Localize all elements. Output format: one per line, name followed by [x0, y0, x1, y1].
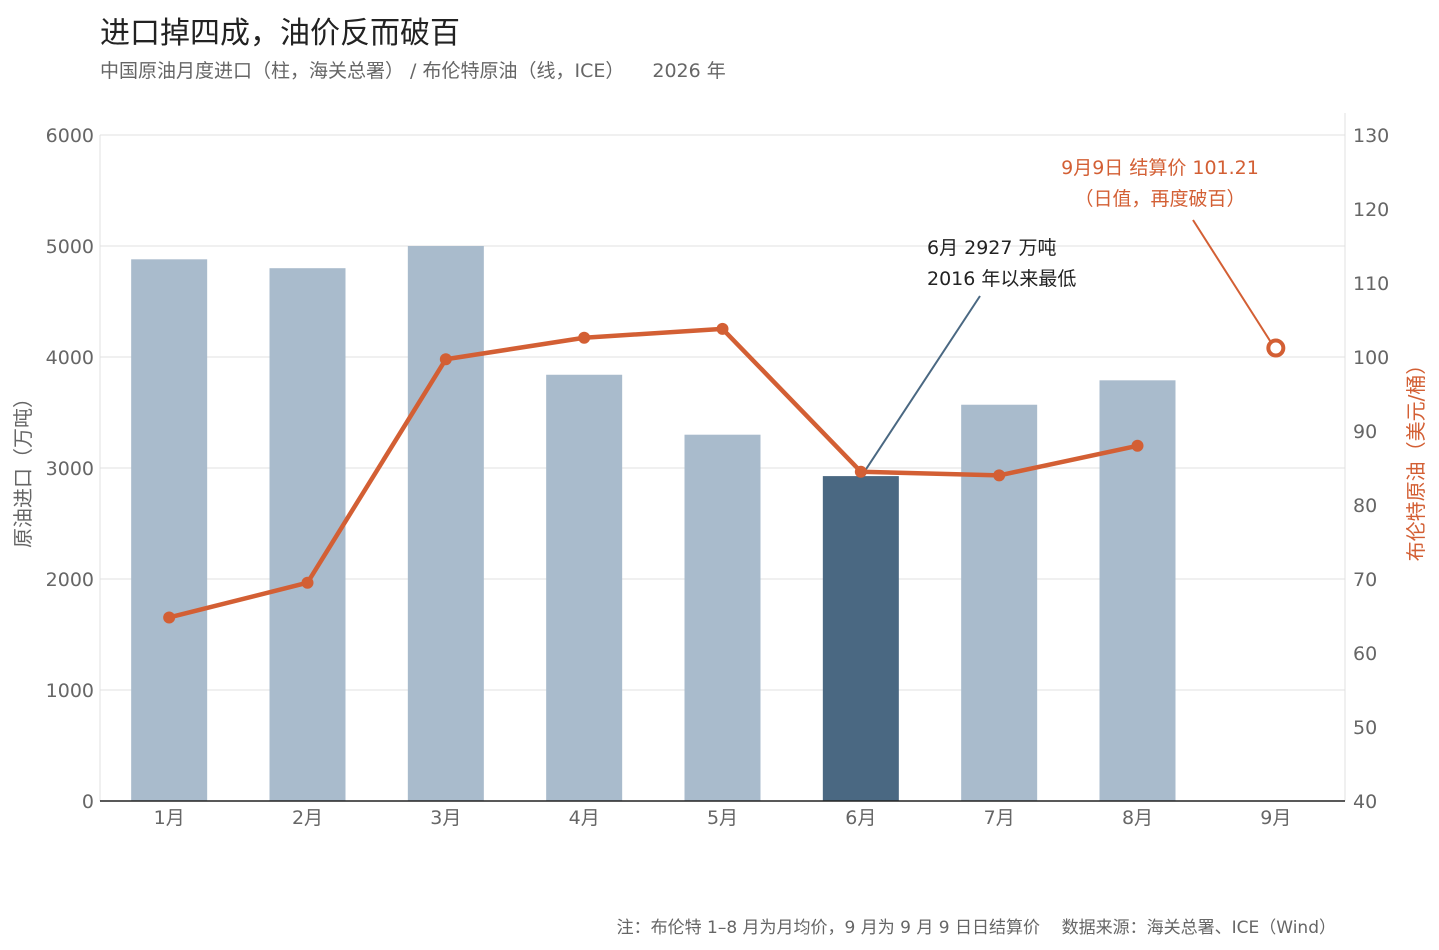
settlement-point [1266, 338, 1286, 358]
bar [822, 476, 899, 801]
left-tick-label: 1000 [46, 680, 94, 702]
subtitle-text: 中国原油月度进口（柱，海关总署） / 布伦特原油（线，ICE） [100, 60, 625, 82]
x-tick-label: 4月 [569, 807, 600, 829]
line-point [993, 469, 1006, 482]
left-tick-label: 6000 [46, 125, 94, 147]
line-series [163, 322, 1286, 624]
left-tick-label: 4000 [46, 347, 94, 369]
right-axis-title: 布伦特原油（美元/桶） [1404, 355, 1428, 562]
right-tick-label: 120 [1353, 199, 1389, 221]
x-tick-label: 8月 [1122, 807, 1153, 829]
annotation-price-text: （日值，再度破百） [1074, 188, 1245, 210]
bar [131, 259, 208, 801]
subtitle-year: 2026 年 [652, 60, 726, 82]
left-tick-label: 5000 [46, 236, 94, 258]
line-point [716, 322, 729, 335]
footer-note: 注：布伦特 1–8 月为月均价，9 月为 9 月 9 日日结算价 [616, 918, 1041, 938]
right-tick-label: 50 [1353, 717, 1377, 739]
line-point [578, 331, 591, 344]
right-axis-ticks: 40 50 60 70 80 90 100 110 120 130 [1353, 125, 1389, 813]
right-tick-label: 40 [1353, 791, 1377, 813]
left-tick-label: 2000 [46, 569, 94, 591]
right-tick-label: 80 [1353, 495, 1377, 517]
x-axis-ticks: 1月 2月 3月 4月 5月 6月 7月 8月 9月 [154, 807, 1292, 829]
x-tick-label: 9月 [1260, 807, 1291, 829]
x-tick-label: 3月 [430, 807, 461, 829]
right-tick-label: 90 [1353, 421, 1377, 443]
x-tick-label: 5月 [707, 807, 738, 829]
line-point [301, 576, 314, 589]
bar-series [131, 246, 1176, 801]
bar [407, 246, 484, 801]
chart-title: 进口掉四成，油价反而破百 [100, 16, 460, 51]
bar [546, 374, 623, 801]
right-tick-label: 130 [1353, 125, 1389, 147]
chart-footer: 注：布伦特 1–8 月为月均价，9 月为 9 月 9 日日结算价 数据来源：海关… [617, 913, 1336, 938]
left-tick-label: 0 [82, 791, 94, 813]
bar [961, 404, 1038, 801]
line-point [439, 353, 452, 366]
left-tick-label: 3000 [46, 458, 94, 480]
x-tick-label: 6月 [845, 807, 876, 829]
right-tick-label: 110 [1353, 273, 1389, 295]
annotations: 6月 2927 万吨 2016 年以来最低 9月9日 结算价 101.21 （日值，再… [861, 157, 1272, 475]
left-axis-title: 原油进口（万吨） [11, 388, 35, 548]
bar [684, 434, 761, 801]
annotation-leader [861, 295, 981, 475]
annotation-leader-accent [1192, 219, 1272, 343]
bar [269, 268, 346, 801]
annotation-price-text: 9月9日 结算价 101.21 [1061, 157, 1259, 179]
right-tick-label: 70 [1353, 569, 1377, 591]
line-point [163, 611, 176, 624]
line-point [854, 465, 867, 478]
annotation-low-text: 2016 年以来最低 [927, 268, 1076, 290]
brent-line [168, 326, 1138, 620]
annotation-low-text: 6月 2927 万吨 [927, 237, 1057, 259]
line-point [1131, 439, 1144, 452]
right-tick-label: 60 [1353, 643, 1377, 665]
x-tick-label: 1月 [154, 807, 185, 829]
chart-subtitle: 中国原油月度进口（柱，海关总署） / 布伦特原油（线，ICE） 2026 年 [100, 56, 726, 83]
x-tick-label: 2月 [292, 807, 323, 829]
x-tick-label: 7月 [984, 807, 1015, 829]
right-tick-label: 100 [1353, 347, 1389, 369]
footer-source: 数据来源：海关总署、ICE（Wind） [1061, 918, 1336, 938]
left-axis-ticks: 0 1000 2000 3000 4000 5000 6000 [46, 125, 94, 813]
